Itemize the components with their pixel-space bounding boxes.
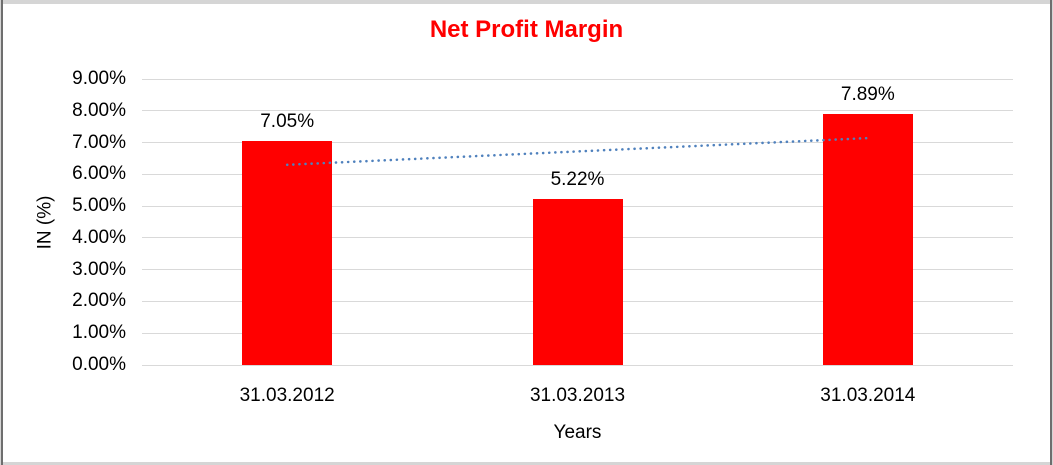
y-tick-label: 5.00% (72, 195, 126, 217)
chart-title: Net Profit Margin (429, 16, 624, 43)
plot-area: 7.05% 5.22% 7.89% (142, 78, 1013, 366)
y-tick-label: 0.00% (72, 354, 126, 375)
frame-border-right (1050, 0, 1052, 465)
frame-border-bottom (0, 462, 1053, 465)
x-tick-label: 31.03.2014 (820, 385, 916, 406)
gridline (142, 78, 1013, 80)
x-tick-label: 31.03.2012 (239, 385, 335, 406)
data-label: 7.89% (840, 84, 895, 106)
data-label: 5.22% (550, 169, 605, 191)
bar (242, 140, 333, 365)
y-tick-label: 6.00% (72, 163, 126, 185)
y-tick-label: 9.00% (72, 68, 126, 89)
gridline (142, 364, 1013, 366)
bar (822, 114, 913, 365)
frame-border-top (0, 0, 1053, 4)
gridline (142, 173, 1013, 175)
y-tick-label: 3.00% (72, 258, 126, 280)
data-label: 7.05% (260, 110, 315, 132)
x-tick-label: 31.03.2013 (529, 385, 626, 406)
trendline-path (285, 136, 870, 167)
x-axis-title: Years (553, 422, 602, 443)
y-tick-label: 2.00% (72, 290, 126, 312)
gridline (142, 110, 1013, 112)
y-tick-label: 4.00% (72, 226, 126, 248)
y-tick-label: 7.00% (72, 131, 126, 153)
frame-border-left-outer (0, 0, 1, 465)
trendline (285, 136, 870, 167)
frame-border-left (1, 0, 3, 465)
bar (532, 199, 623, 365)
y-tick-label: 1.00% (72, 322, 126, 344)
y-tick-label: 8.00% (72, 99, 126, 121)
gridline (142, 142, 1013, 144)
